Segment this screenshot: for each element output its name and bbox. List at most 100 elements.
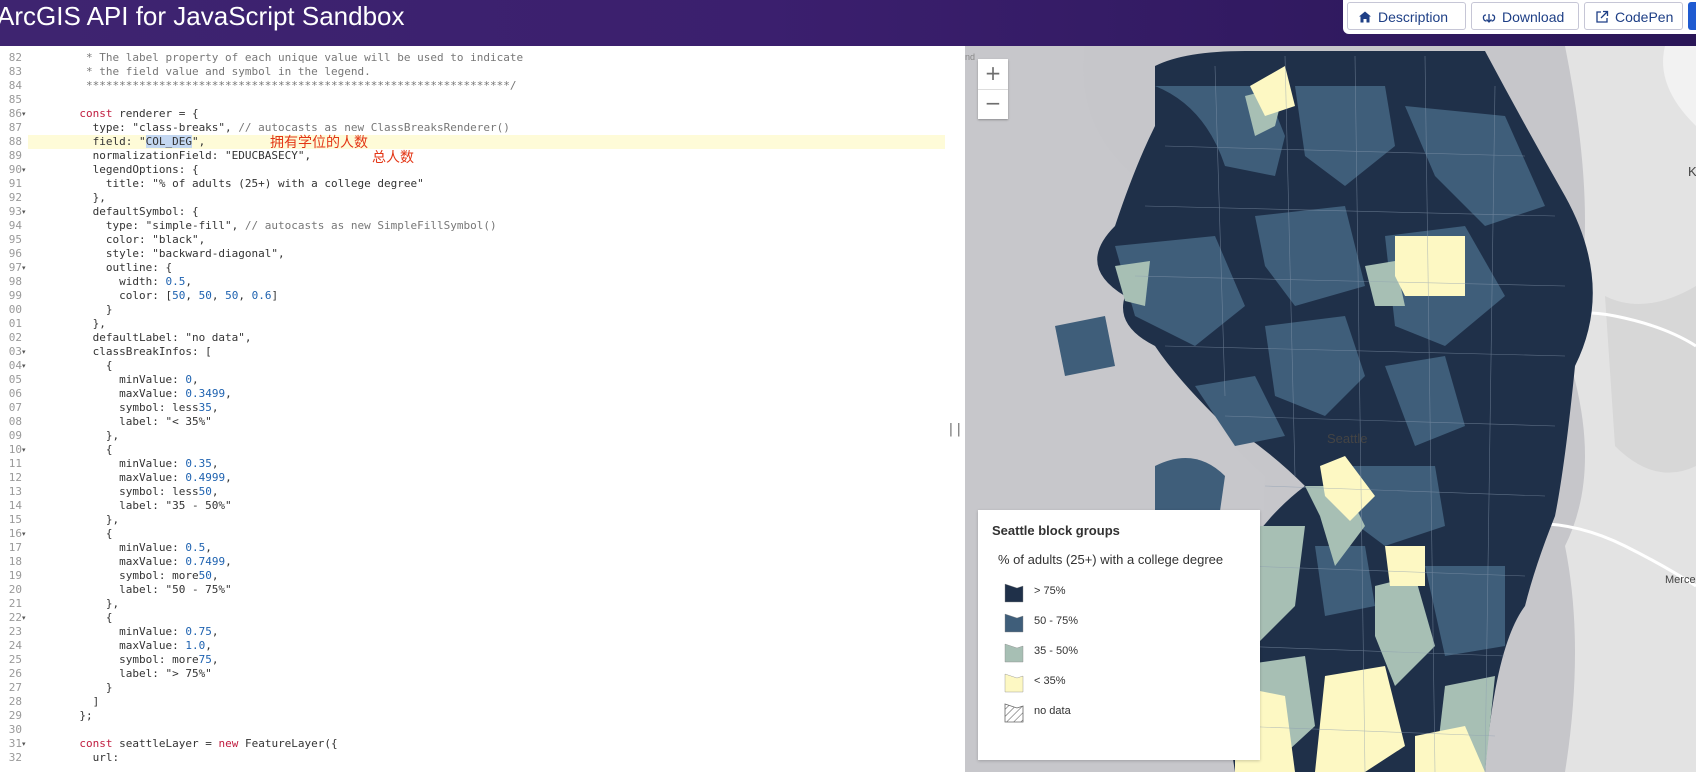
line-number: 83 xyxy=(8,65,22,78)
fold-toggle-icon[interactable]: ▾ xyxy=(22,110,26,118)
map-legend: Seattle block groups % of adults (25+) w… xyxy=(978,510,1260,760)
description-button[interactable]: Description xyxy=(1347,2,1466,30)
choropleth-block xyxy=(1385,546,1425,586)
zoom-in-button[interactable]: + xyxy=(978,59,1008,90)
code-line: { xyxy=(33,527,113,540)
line-number: 24 xyxy=(8,639,22,652)
choropleth-block xyxy=(1415,726,1485,772)
code-line: symbol: less35, xyxy=(33,401,219,414)
code-line: type: "class-breaks", // autocasts as ne… xyxy=(33,121,510,134)
download-button[interactable]: Download xyxy=(1471,2,1579,30)
fold-toggle-icon[interactable]: ▾ xyxy=(22,208,26,216)
line-number: 89 xyxy=(8,149,22,162)
home-icon xyxy=(1359,11,1371,23)
code-line: classBreakInfos: [ xyxy=(33,345,212,358)
choropleth-block xyxy=(1315,666,1405,772)
code-line: symbol: less50, xyxy=(33,485,219,498)
line-number: 87 xyxy=(8,121,22,134)
line-number: 16 xyxy=(8,527,22,540)
line-number: 86 xyxy=(8,107,22,120)
line-number: 92 xyxy=(8,191,22,204)
code-line: legendOptions: { xyxy=(33,163,199,176)
choropleth-block xyxy=(1315,546,1375,616)
code-line: ] xyxy=(33,695,100,708)
block-outlines xyxy=(1134,55,1566,772)
fold-toggle-icon[interactable]: ▾ xyxy=(22,264,26,272)
description-button-label: Description xyxy=(1378,9,1449,25)
code-line: symbol: more50, xyxy=(33,569,219,582)
code-line: defaultSymbol: { xyxy=(33,205,199,218)
code-line: label: "< 35%" xyxy=(33,415,212,428)
active-line-highlight xyxy=(28,135,945,149)
code-line: maxValue: 0.7499, xyxy=(33,555,232,568)
fold-toggle-icon[interactable]: ▾ xyxy=(22,348,26,356)
fold-toggle-icon[interactable]: ▾ xyxy=(22,740,26,748)
code-line: minValue: 0.5, xyxy=(33,541,212,554)
code-line: }, xyxy=(33,429,120,442)
line-number: 32 xyxy=(8,751,22,764)
code-line: ****************************************… xyxy=(33,79,517,92)
legend-swatch xyxy=(1004,703,1024,723)
zoom-control: + − xyxy=(978,59,1008,119)
fold-toggle-icon[interactable]: ▾ xyxy=(22,614,26,622)
fold-toggle-icon[interactable]: ▾ xyxy=(22,166,26,174)
code-editor[interactable]: 82 83 84 85 86 ▾ 87 88 89 90 ▾ 91 92 93 ▾ 94 95 96 97 ▾ 98 99… xyxy=(0,46,965,772)
code-line: normalizationField: "EDUCBASECY", xyxy=(33,149,312,162)
line-number: 91 xyxy=(8,177,22,190)
line-number: 17 xyxy=(8,541,22,554)
choropleth-block xyxy=(1195,376,1285,446)
zoom-out-button[interactable]: − xyxy=(984,91,1002,115)
fold-toggle-icon[interactable]: ▾ xyxy=(22,362,26,370)
line-number: 05 xyxy=(8,373,22,386)
code-line: color: [50, 50, 50, 0.6] xyxy=(33,289,279,302)
choropleth-block xyxy=(1265,316,1365,416)
choropleth-block xyxy=(1375,576,1435,686)
code-line: label: "50 - 75%" xyxy=(33,583,232,596)
choropleth-block xyxy=(1385,356,1465,446)
code-line: symbol: more75, xyxy=(33,653,219,666)
line-number: 90 xyxy=(8,163,22,176)
line-number: 85 xyxy=(8,93,22,106)
line-number-gutter: 82 83 84 85 86 ▾ 87 88 89 90 ▾ 91 92 93 ▾ 94 95 96 97 ▾ 98 99… xyxy=(0,46,28,772)
choropleth-block xyxy=(1425,566,1505,656)
line-number: 20 xyxy=(8,583,22,596)
download-button-label: Download xyxy=(1502,9,1565,25)
code-line: minValue: 0, xyxy=(33,373,199,386)
fold-toggle-icon[interactable]: ▾ xyxy=(22,530,26,538)
choropleth-block xyxy=(1345,466,1445,546)
code-line: url: xyxy=(33,751,120,764)
code-line: maxValue: 0.3499, xyxy=(33,387,232,400)
line-number: 93 xyxy=(8,205,22,218)
legend-swatch xyxy=(1004,673,1024,693)
map-label-merce: Merce xyxy=(1665,574,1696,586)
codepen-button[interactable]: CodePen xyxy=(1584,2,1683,30)
line-number: 14 xyxy=(8,499,22,512)
legend-swatch xyxy=(1004,613,1024,633)
app-title: ArcGIS API for JavaScript Sandbox xyxy=(0,1,405,31)
legend-swatch xyxy=(1004,583,1024,603)
line-number: 06 xyxy=(8,387,22,400)
line-number: 98 xyxy=(8,275,22,288)
code-line: style: "backward-diagonal", xyxy=(33,247,285,260)
choropleth-block xyxy=(1395,236,1465,296)
line-number: 19 xyxy=(8,569,22,582)
choropleth-block xyxy=(1115,261,1150,306)
code-line: type: "simple-fill", // autocasts as new… xyxy=(33,219,497,232)
code-line: } xyxy=(33,681,113,694)
more-button[interactable] xyxy=(1688,2,1696,30)
fold-toggle-icon[interactable]: ▾ xyxy=(22,446,26,454)
annotation-degree-holders: 拥有学位的人数 xyxy=(270,135,368,151)
east-land-shade xyxy=(1605,286,1696,473)
line-number: 01 xyxy=(8,317,22,330)
code-line: { xyxy=(33,611,113,624)
pane-splitter-grip[interactable]: ||| xyxy=(947,422,971,437)
legend-subtitle: % of adults (25+) with a college degree xyxy=(998,552,1224,567)
codepen-button-label: CodePen xyxy=(1615,9,1674,25)
line-number: 00 xyxy=(8,303,22,316)
code-line: }, xyxy=(33,191,106,204)
line-number: 95 xyxy=(8,233,22,246)
code-line: title: "% of adults (25+) with a college… xyxy=(33,177,424,190)
code-line: const renderer = { xyxy=(79,107,199,120)
line-number: 22 xyxy=(8,611,22,624)
line-number: 03 xyxy=(8,345,22,358)
